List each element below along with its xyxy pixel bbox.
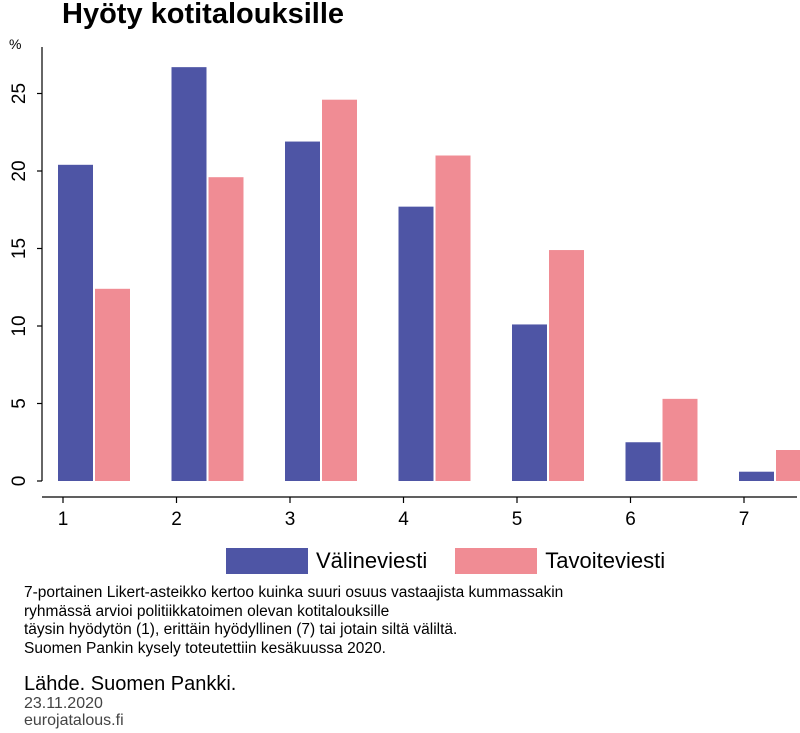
y-unit-label: % bbox=[9, 36, 22, 52]
bar-series-2-cat-6 bbox=[662, 398, 698, 481]
y-tick-label: 25 bbox=[9, 83, 30, 104]
bar-series-1-cat-7 bbox=[739, 471, 774, 481]
bar-series-2-cat-2 bbox=[208, 177, 244, 481]
x-tick-label: 4 bbox=[398, 509, 409, 530]
y-tick-label: 20 bbox=[9, 160, 30, 181]
bar-series-2-cat-5 bbox=[549, 250, 584, 481]
x-axis: 1 2 3 4 5 6 7 bbox=[42, 496, 797, 530]
legend: Välineviesti Tavoiteviesti bbox=[226, 548, 693, 574]
x-tick-label: 1 bbox=[58, 509, 69, 530]
bars bbox=[58, 67, 800, 482]
legend-entry-series-1: Välineviesti bbox=[226, 548, 427, 574]
y-axis: 0 5 10 15 20 25 bbox=[9, 47, 43, 487]
legend-swatch-series-2 bbox=[455, 548, 538, 574]
chart-note: 7-portainen Likert-asteikko kertoo kuink… bbox=[24, 584, 564, 657]
bar-series-2-cat-7 bbox=[776, 450, 800, 481]
x-tick-label: 3 bbox=[285, 509, 296, 530]
bar-chart: 0 5 10 15 20 25 1 2 3 4 5 6 7 bbox=[9, 47, 800, 530]
y-tick-label: 0 bbox=[9, 476, 30, 487]
bar-series-2-cat-1 bbox=[95, 288, 130, 481]
legend-label-series-1: Välineviesti bbox=[316, 548, 428, 573]
y-tick-label: 15 bbox=[9, 238, 30, 259]
x-tick-label: 5 bbox=[512, 509, 523, 530]
bar-series-2-cat-3 bbox=[322, 99, 357, 481]
x-tick-label: 7 bbox=[739, 509, 750, 530]
date-text: 23.11.2020 bbox=[24, 695, 103, 712]
y-tick-label: 10 bbox=[9, 315, 30, 336]
x-tick-label: 2 bbox=[171, 509, 182, 530]
chart-title: Hyöty kotitalouksille bbox=[62, 0, 345, 30]
bar-series-1-cat-6 bbox=[625, 442, 661, 481]
bar-series-1-cat-2 bbox=[171, 67, 207, 482]
legend-swatch-series-1 bbox=[226, 548, 308, 574]
bar-series-1-cat-3 bbox=[285, 141, 320, 482]
bar-series-1-cat-5 bbox=[512, 324, 547, 481]
legend-entry-series-2: Tavoiteviesti bbox=[455, 548, 665, 574]
x-tick-label: 6 bbox=[625, 509, 636, 530]
legend-label-series-2: Tavoiteviesti bbox=[545, 548, 666, 573]
bar-series-1-cat-4 bbox=[398, 206, 434, 481]
bar-series-1-cat-1 bbox=[58, 164, 93, 482]
source-text: Lähde. Suomen Pankki. bbox=[24, 673, 237, 695]
site-text: eurojatalous.fi bbox=[24, 712, 124, 729]
bar-series-2-cat-4 bbox=[435, 155, 471, 481]
y-tick-label: 5 bbox=[9, 398, 30, 409]
